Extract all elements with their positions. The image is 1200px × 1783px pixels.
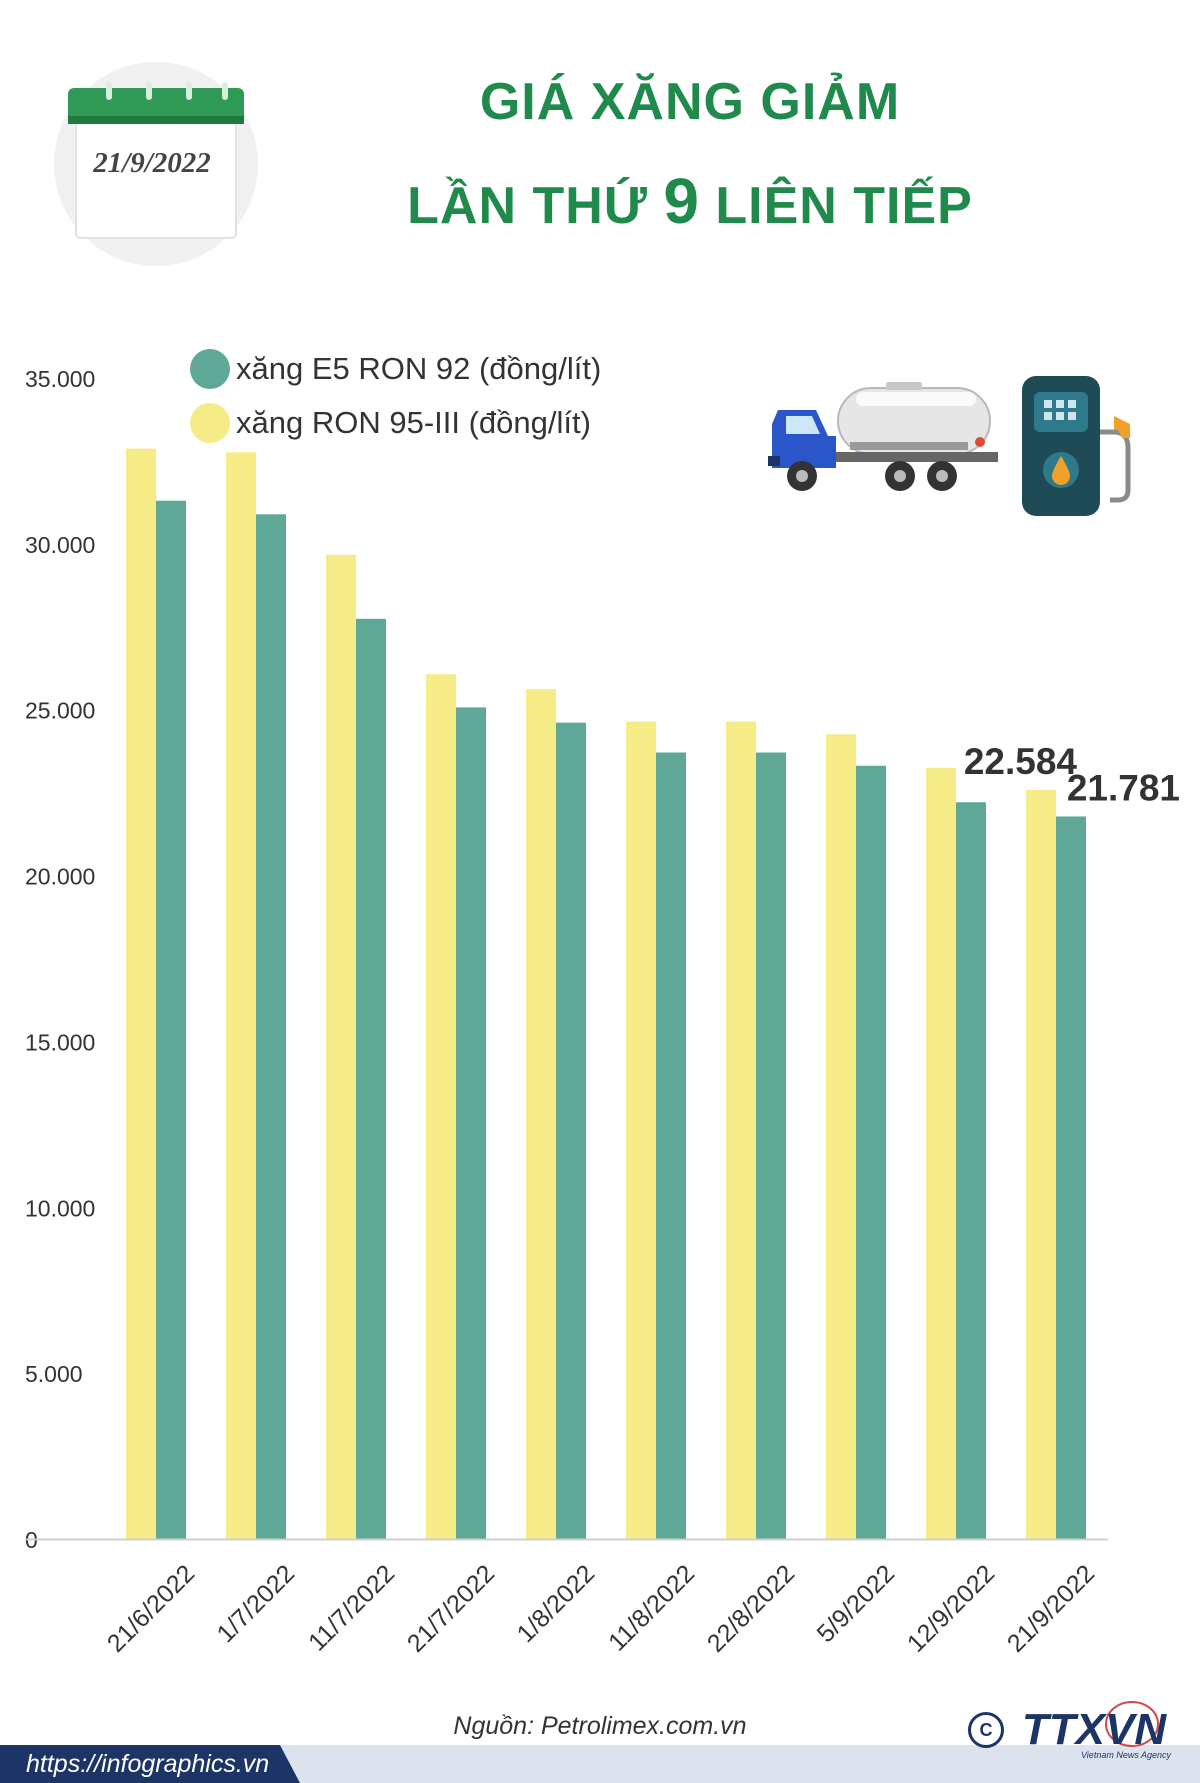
bar-e5 <box>856 765 886 1539</box>
bar-ron95 <box>426 674 456 1539</box>
bar-ron95 <box>326 554 356 1539</box>
bar-e5 <box>556 722 586 1539</box>
legend-item-ron95: xăng RON 95-III (đồng/lít) <box>190 396 601 450</box>
x-tick-label: 11/7/2022 <box>303 1559 400 1656</box>
bar-ron95 <box>826 734 856 1539</box>
data-label: 22.584 <box>964 741 1078 782</box>
bar-e5 <box>456 707 486 1539</box>
bar-ron95 <box>926 768 956 1539</box>
x-tick-label: 21/9/2022 <box>1002 1559 1100 1657</box>
bar-e5 <box>256 514 286 1539</box>
website-link[interactable]: https://infographics.vn <box>0 1745 300 1783</box>
bar-e5 <box>156 500 186 1540</box>
agency-logo-text: TTXVN <box>1022 1705 1167 1754</box>
title-line2-number: 9 <box>663 165 700 237</box>
bar-e5 <box>356 618 386 1539</box>
legend-swatch-e5 <box>190 349 230 389</box>
tanker-truck-icon <box>768 382 998 491</box>
legend-swatch-ron95 <box>190 403 230 443</box>
y-tick-label: 30.000 <box>25 532 95 558</box>
agency-logo: TTXVN Vietnam News Agency <box>1022 1701 1172 1760</box>
y-tick-label: 10.000 <box>25 1195 95 1221</box>
x-tick-label: 1/7/2022 <box>212 1559 301 1648</box>
fuel-pump-icon <box>1022 376 1131 516</box>
y-tick-label: 25.000 <box>25 698 95 724</box>
legend-label-ron95: xăng RON 95-III (đồng/lít) <box>236 405 591 440</box>
page-title-line1: GIÁ XĂNG GIẢM <box>479 73 901 131</box>
bar-e5 <box>1056 816 1086 1539</box>
y-tick-label: 20.000 <box>25 864 95 890</box>
chart-legend: xăng E5 RON 92 (đồng/lít) xăng RON 95-II… <box>190 342 601 450</box>
copyright-icon: C <box>968 1712 1004 1748</box>
legend-label-e5: xăng E5 RON 92 (đồng/lít) <box>236 351 602 386</box>
x-tick-label: 12/9/2022 <box>902 1559 1000 1657</box>
bar-ron95 <box>526 689 556 1539</box>
bar-ron95 <box>1026 789 1056 1539</box>
bar-e5 <box>756 752 786 1539</box>
bar-ron95 <box>726 721 756 1539</box>
title-line2-post: LIÊN TIẾP <box>699 177 973 235</box>
x-tick-label: 5/9/2022 <box>812 1559 901 1648</box>
x-tick-label: 22/8/2022 <box>702 1559 800 1657</box>
y-tick-label: 5.000 <box>25 1361 83 1387</box>
bar-ron95 <box>226 452 256 1540</box>
x-tick-label: 1/8/2022 <box>512 1559 601 1648</box>
bar-ron95 <box>126 448 156 1539</box>
x-tick-label: 21/7/2022 <box>402 1559 500 1657</box>
page-title-line2: LẦN THỨ 9 LIÊN TIẾP <box>330 164 1050 238</box>
source-note: Nguồn: Petrolimex.com.vn <box>453 1712 747 1740</box>
legend-item-e5: xăng E5 RON 92 (đồng/lít) <box>190 342 601 396</box>
x-tick-label: 11/8/2022 <box>603 1559 700 1656</box>
x-tick-label: 21/6/2022 <box>102 1559 200 1657</box>
calendar-date: 21/9/2022 <box>92 147 211 179</box>
calendar-icon: 21/9/2022 <box>54 62 258 266</box>
title-line2-pre: LẦN THỨ <box>407 177 664 235</box>
agency-sub-text: Vietnam News Agency <box>1081 1750 1172 1760</box>
bar-e5 <box>656 752 686 1539</box>
data-label: 21.781 <box>1067 767 1180 808</box>
bar-e5 <box>956 802 986 1539</box>
y-tick-label: 15.000 <box>25 1029 95 1055</box>
bar-ron95 <box>626 721 656 1539</box>
y-tick-label: 35.000 <box>25 366 95 392</box>
